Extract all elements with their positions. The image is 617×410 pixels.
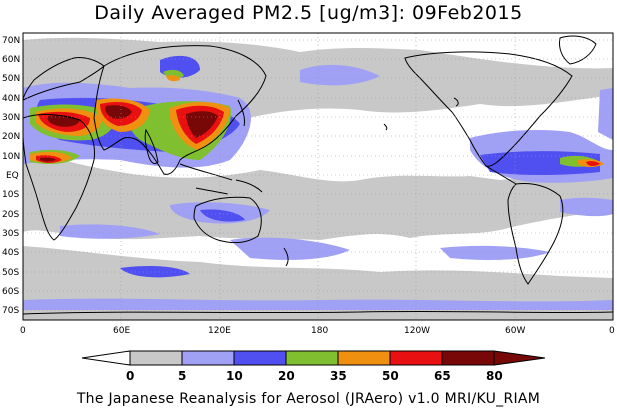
colorbar-tick-label: 5 <box>178 369 186 383</box>
colorbar-cell <box>285 350 339 366</box>
lat-label: 60N <box>2 55 20 65</box>
lat-label: 30S <box>2 229 19 239</box>
lat-label: 50N <box>2 74 20 84</box>
colorbar-tick-label: 50 <box>382 369 399 383</box>
lat-label: 20S <box>2 210 19 220</box>
colorbar-cell <box>129 350 183 366</box>
colorbar-tick-label: 35 <box>330 369 347 383</box>
lon-label: 60E <box>113 326 130 336</box>
lat-label: EQ <box>6 171 19 181</box>
colorbar-cell <box>441 350 495 366</box>
colorbar-tick-label: 0 <box>126 369 134 383</box>
colorbar-tick-label: 65 <box>434 369 451 383</box>
colorbar-tick-label: 20 <box>278 369 295 383</box>
lon-label: 0 <box>609 326 615 336</box>
lat-label: 20N <box>2 132 20 142</box>
lon-label: 120E <box>208 326 231 336</box>
lat-label: 60S <box>2 287 19 297</box>
lat-label: 30N <box>2 113 20 123</box>
lon-label: 0 <box>20 326 26 336</box>
longitude-axis: 0 60E 120E 180 120W 60W 0 <box>20 326 615 336</box>
colorbar-cell <box>389 350 443 366</box>
footer-credit: The Japanese Reanalysis for Aerosol (JRA… <box>76 391 541 407</box>
lat-label: 40S <box>2 248 19 258</box>
map-title: Daily Averaged PM2.5 [ug/m3]: 09Feb2015 <box>94 2 523 24</box>
latitude-axis: 70N 60N 50N 40N 30N 20N 10N EQ 10S 20S 3… <box>2 36 20 316</box>
lat-label: 10N <box>2 152 20 162</box>
map-frame <box>22 32 614 321</box>
lat-label: 40N <box>2 94 20 104</box>
lat-label: 70N <box>2 36 20 46</box>
lat-label: 50S <box>2 268 19 278</box>
colorbar: 0 5 10 20 35 50 65 80 <box>81 350 546 383</box>
coastlines <box>23 35 613 315</box>
colorbar-max-arrow <box>493 350 546 366</box>
colorbar-tick-label: 80 <box>486 369 503 383</box>
lon-label: 180 <box>311 326 328 336</box>
colorbar-tick-label: 10 <box>226 369 243 383</box>
colorbar-cell <box>181 350 235 366</box>
colorbar-cell <box>233 350 287 366</box>
colorbar-cell <box>337 350 391 366</box>
colorbar-min-arrow <box>81 350 131 366</box>
lon-label: 120W <box>404 326 430 336</box>
lat-label: 70S <box>2 306 19 316</box>
pm25-field <box>23 33 613 320</box>
lat-label: 10S <box>2 190 19 200</box>
lon-label: 60W <box>505 326 525 336</box>
